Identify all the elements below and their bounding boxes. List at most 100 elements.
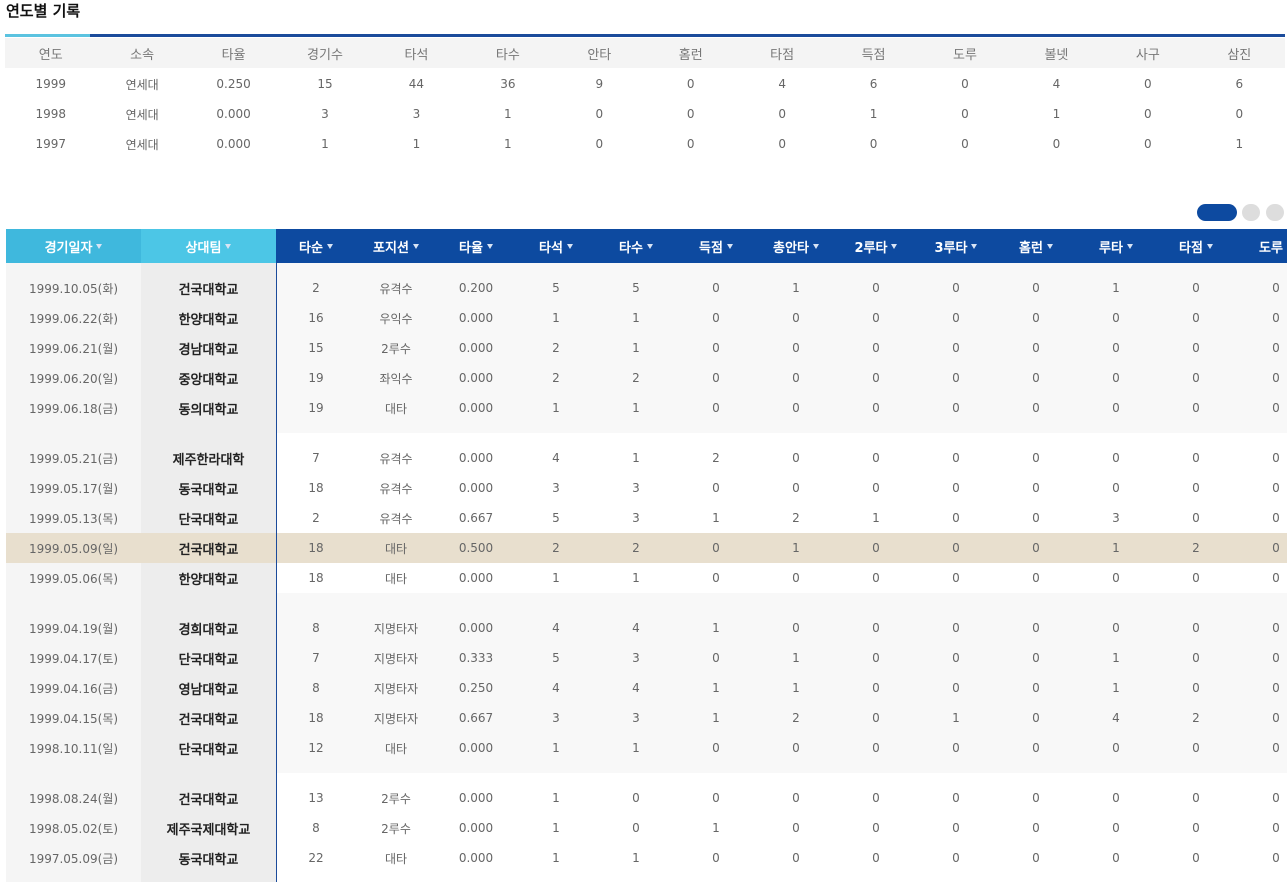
yearly-cell: 연세대 (125, 107, 159, 122)
page-dot[interactable] (1266, 204, 1284, 221)
games-cell: 0 (952, 851, 960, 865)
games-header[interactable]: 득점 (676, 229, 756, 263)
games-cell: 0 (1032, 741, 1040, 755)
games-cell: 2 (552, 341, 560, 355)
games-cell: 0 (952, 541, 960, 555)
games-cell: 0 (872, 541, 880, 555)
yearly-cell: 15 (317, 77, 333, 91)
games-header[interactable]: 타석 (516, 229, 596, 263)
games-cell: 1999.06.22(화) (28, 311, 119, 326)
games-cell: 1999.05.21(금) (28, 451, 119, 466)
games-cell: 1 (712, 621, 720, 635)
games-cell: 건국대학교 (178, 542, 239, 558)
games-cell: 0 (1192, 341, 1200, 355)
games-cell: 1 (1112, 541, 1120, 555)
games-header[interactable]: 상대팀 (141, 229, 276, 263)
yearly-cell: 0 (961, 77, 969, 91)
games-header[interactable]: 도루 (1236, 229, 1287, 263)
games-cell: 1 (552, 821, 560, 835)
games-cell: 1 (552, 741, 560, 755)
games-header[interactable]: 타순 (276, 229, 356, 263)
games-header[interactable]: 홈런 (996, 229, 1076, 263)
games-cell: 0 (632, 791, 640, 805)
games-cell: 지명타자 (373, 621, 419, 636)
yearly-cell: 1 (1052, 107, 1061, 121)
games-cell: 0 (1272, 711, 1280, 725)
games-header[interactable]: 경기일자 (6, 229, 141, 263)
yearly-cell: 1 (321, 137, 329, 151)
games-header[interactable]: 2루타 (836, 229, 916, 263)
games-cell: 대타 (384, 741, 408, 756)
games-cell: 5 (552, 511, 560, 525)
games-cell: 0 (1272, 851, 1280, 865)
games-cell: 한양대학교 (178, 572, 239, 588)
games-header[interactable]: 타점 (1156, 229, 1236, 263)
games-header[interactable]: 루타 (1076, 229, 1156, 263)
games-cell: 0 (952, 401, 960, 415)
games-cell: 제주국제대학교 (166, 822, 251, 838)
games-cell: 건국대학교 (178, 712, 239, 728)
games-cell: 0 (872, 371, 880, 385)
games-cell: 0 (1272, 311, 1280, 325)
games-cell: 2 (312, 511, 320, 525)
games-cell: 0 (1192, 401, 1200, 415)
games-cell: 0 (1032, 451, 1040, 465)
games-cell: 1999.04.17(토) (28, 651, 119, 666)
games-cell: 0.000 (458, 371, 494, 385)
games-cell: 0.000 (458, 571, 494, 585)
page-dot-active[interactable] (1197, 204, 1237, 221)
games-cell: 0 (872, 401, 880, 415)
games-cell: 0 (872, 341, 880, 355)
games-cell: 0 (1272, 401, 1280, 415)
games-cell: 18 (308, 481, 324, 495)
games-cell: 0 (872, 451, 880, 465)
games-cell: 한양대학교 (178, 312, 239, 328)
games-cell: 2 (552, 541, 560, 555)
yearly-cell: 연세대 (125, 137, 159, 152)
games-cell: 5 (632, 281, 640, 295)
games-header[interactable]: 포지션 (356, 229, 436, 263)
games-cell: 1999.05.17(월) (28, 481, 119, 496)
games-cell: 0 (1192, 571, 1200, 585)
games-cell: 0 (792, 791, 800, 805)
games-cell: 0 (1192, 821, 1200, 835)
games-cell: 1 (632, 341, 640, 355)
games-header[interactable]: 타수 (596, 229, 676, 263)
games-cell: 1 (632, 851, 640, 865)
games-cell: 1999.05.13(목) (28, 511, 119, 526)
games-cell: 0 (1272, 821, 1280, 835)
games-header[interactable]: 3루타 (916, 229, 996, 263)
yearly-header: 타율 (221, 47, 246, 63)
games-cell: 0 (1272, 621, 1280, 635)
games-cell: 0 (712, 741, 720, 755)
games-header[interactable]: 총안타 (756, 229, 836, 263)
yearly-cell: 0 (595, 107, 604, 121)
games-cell: 경희대학교 (178, 622, 239, 638)
games-cell: 0 (1192, 621, 1200, 635)
games-cell: 0 (1112, 791, 1120, 805)
games-cell: 2 (1192, 711, 1200, 725)
games-cell: 1998.08.24(월) (28, 791, 119, 806)
yearly-cell: 1 (1235, 137, 1244, 151)
games-header[interactable]: 타율 (436, 229, 516, 263)
games-cell: 0 (712, 791, 720, 805)
yearly-header: 안타 (587, 47, 612, 63)
games-cell: 0 (952, 371, 960, 385)
games-cell: 0 (792, 311, 800, 325)
selected-row[interactable] (6, 533, 1287, 563)
games-cell: 2 (1192, 541, 1200, 555)
page-dot[interactable] (1242, 204, 1260, 221)
games-cell: 8 (312, 821, 320, 835)
yearly-cell: 1998 (35, 107, 66, 121)
games-cell: 13 (308, 791, 324, 805)
games-cell: 0 (1272, 571, 1280, 585)
games-cell: 0 (1272, 341, 1280, 355)
yearly-cell: 0 (1144, 107, 1152, 121)
yearly-cell: 0 (869, 137, 878, 151)
games-cell: 0 (1192, 651, 1200, 665)
games-cell: 0 (872, 711, 880, 725)
games-cell: 1 (792, 281, 800, 295)
games-cell: 0 (1032, 851, 1040, 865)
games-cell: 우익수 (379, 311, 413, 326)
games-cell: 2 (632, 541, 640, 555)
